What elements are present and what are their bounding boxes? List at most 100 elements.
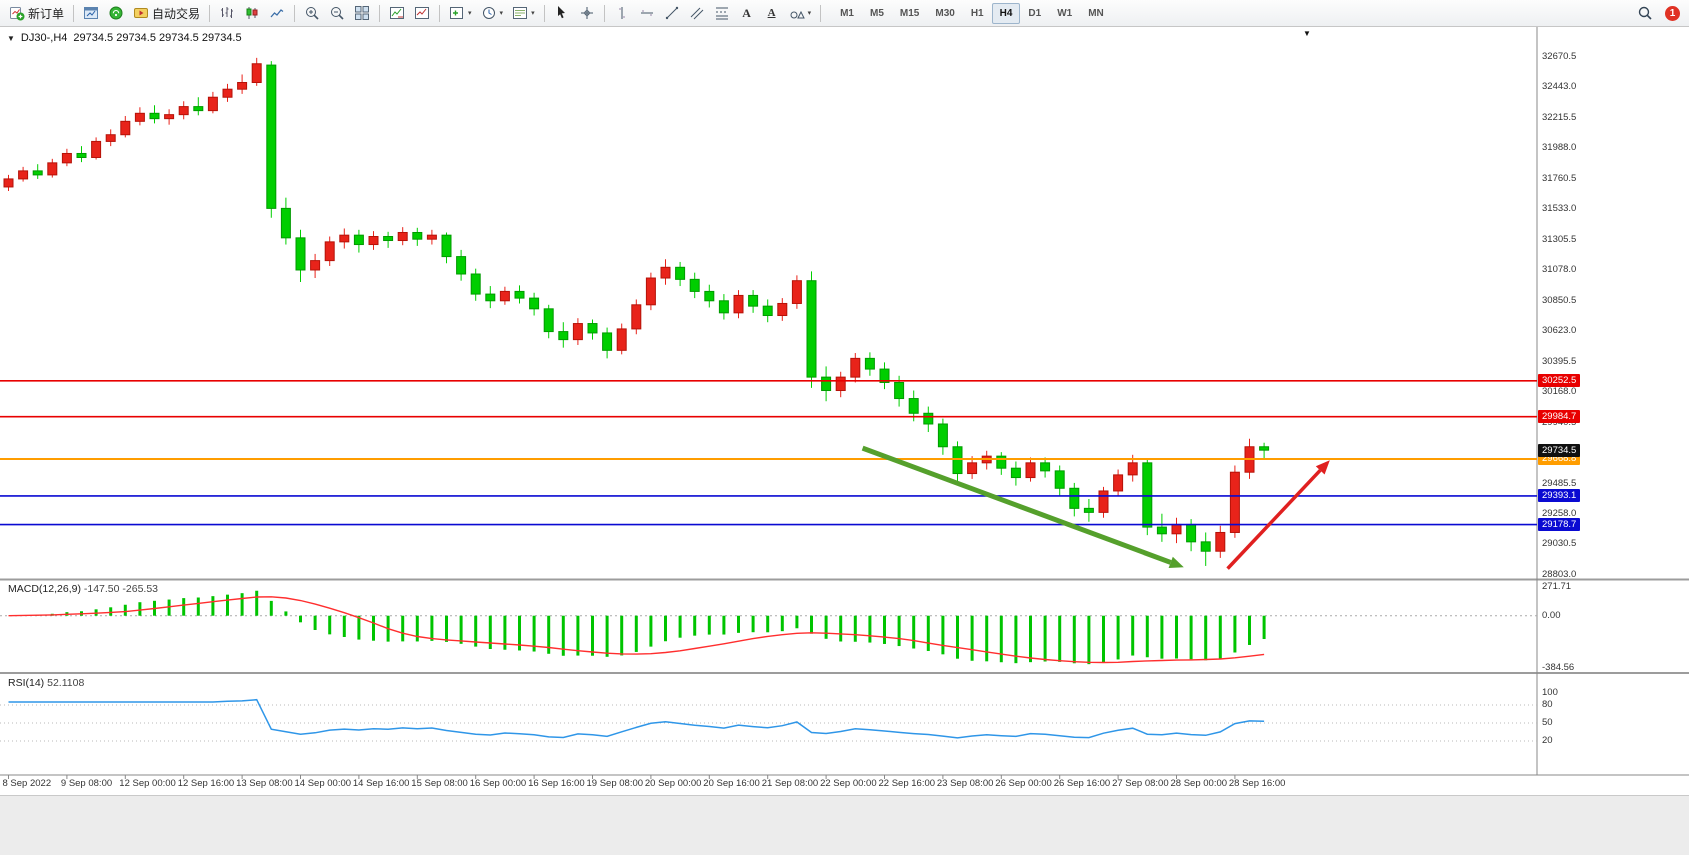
candle-body	[149, 112, 160, 120]
candle-body	[835, 376, 846, 392]
candle-body	[1113, 474, 1124, 492]
trendline-tool-button[interactable]	[660, 2, 684, 24]
tile-windows-button[interactable]	[350, 2, 374, 24]
candle-body	[18, 170, 29, 180]
channel-tool-button[interactable]	[685, 2, 709, 24]
candle-body	[76, 152, 87, 158]
chart-window-button[interactable]	[410, 2, 434, 24]
candle-body	[675, 266, 686, 280]
vertical-line-tool-button[interactable]	[610, 2, 634, 24]
autotrade-button[interactable]: 自动交易	[129, 2, 204, 24]
candle-body	[1083, 507, 1094, 513]
candle-body	[514, 290, 525, 299]
timeframe-button-w1[interactable]: W1	[1049, 3, 1080, 24]
candle-body	[689, 278, 700, 292]
candle-body	[718, 300, 729, 314]
candle-body	[91, 140, 102, 158]
shapes-tool-button[interactable]: ▾	[785, 2, 816, 24]
candle-body	[923, 412, 934, 425]
downtrend-arrow-head[interactable]	[1168, 556, 1184, 568]
candle-body	[456, 256, 467, 275]
toolbar: 新订单 自动交易 ▾ ▾ ▾	[0, 0, 1689, 27]
autotrade-label: 自动交易	[152, 6, 201, 21]
candle-body	[894, 381, 905, 400]
candle-body	[602, 332, 613, 351]
search-button[interactable]	[1633, 2, 1657, 24]
candle-body	[821, 376, 832, 392]
timeframe-button-m1[interactable]: M1	[832, 3, 862, 24]
downtrend-arrow[interactable]	[861, 445, 1172, 565]
candle-body	[383, 236, 394, 242]
candle-body	[324, 241, 335, 262]
candle-body	[733, 294, 744, 314]
line-chart-mode-button[interactable]	[265, 2, 289, 24]
candle-body	[529, 297, 540, 310]
candle-body	[266, 64, 277, 209]
notification-badge[interactable]: 1	[1665, 5, 1680, 21]
zoom-out-button[interactable]	[325, 2, 349, 24]
crosshair-tool-button[interactable]	[575, 2, 599, 24]
chevron-down-icon: ▾	[807, 9, 812, 17]
candle-body	[1229, 471, 1240, 533]
chart-canvas	[0, 27, 1689, 779]
timeframe-button-h1[interactable]: H1	[963, 3, 992, 24]
bar-chart-mode-button[interactable]	[215, 2, 239, 24]
candle-body	[134, 112, 145, 122]
candle-body	[791, 280, 802, 304]
zoom-out-icon	[331, 7, 344, 20]
periods-button[interactable]: ▾	[477, 2, 508, 24]
candle-body	[295, 237, 306, 271]
timeframe-button-m30[interactable]: M30	[927, 3, 962, 24]
candle-body	[572, 323, 583, 341]
toolbar-separator	[543, 4, 545, 22]
candle-body	[47, 162, 58, 176]
timeframe-button-m15[interactable]: M15	[892, 3, 927, 24]
candle-body	[1069, 487, 1080, 509]
timeframe-button-h4[interactable]: H4	[991, 2, 1021, 24]
candle-body	[1127, 462, 1138, 476]
candle-body	[310, 260, 321, 271]
fibonacci-tool-button[interactable]	[710, 2, 734, 24]
candle-body	[222, 88, 233, 98]
timeframe-button-mn[interactable]: MN	[1080, 3, 1112, 24]
candle-body	[1215, 531, 1226, 552]
candle-body	[412, 231, 423, 240]
profile-icon	[84, 7, 99, 19]
charts-profile-button[interactable]	[79, 2, 103, 24]
horizontal-line-tool-button[interactable]	[635, 2, 659, 24]
candle-body	[353, 234, 364, 246]
cursor-tool-button[interactable]	[550, 2, 574, 24]
text-label-tool-button[interactable]: A	[760, 2, 784, 24]
rsi-line	[8, 698, 1265, 739]
candle-body	[587, 323, 598, 334]
tile-windows-icon	[355, 6, 370, 20]
candle-body	[806, 280, 817, 378]
toolbar-separator	[294, 4, 296, 22]
candle-body	[178, 106, 189, 116]
candle-body	[543, 308, 554, 333]
zoom-in-button[interactable]	[300, 2, 324, 24]
candle-body	[645, 277, 656, 306]
clock-icon	[482, 7, 495, 19]
candle-body	[879, 368, 890, 383]
candle-body	[1010, 467, 1021, 479]
reversal-arrow-head[interactable]	[1315, 460, 1330, 475]
new-order-button[interactable]: 新订单	[5, 2, 68, 24]
candle-body	[426, 234, 437, 240]
alerts-button[interactable]	[104, 2, 128, 24]
templates-button[interactable]: ▾	[508, 2, 539, 24]
text-tool-button[interactable]: A	[735, 2, 759, 24]
chevron-down-icon: ▾	[531, 9, 535, 17]
candle-body	[105, 134, 116, 142]
timeframe-button-d1[interactable]: D1	[1020, 3, 1049, 24]
chart-window-icon	[415, 7, 430, 19]
indicator-window-button[interactable]	[385, 2, 409, 24]
new-chart-button[interactable]: ▾	[445, 2, 476, 24]
crosshair-icon	[580, 7, 593, 19]
timeframe-button-m5[interactable]: M5	[862, 3, 892, 24]
vertical-line-icon	[618, 7, 625, 19]
toolbar-separator	[209, 4, 211, 22]
candlestick-mode-button[interactable]	[240, 2, 264, 24]
candle-body	[996, 455, 1007, 469]
reversal-arrow[interactable]	[1226, 469, 1322, 570]
